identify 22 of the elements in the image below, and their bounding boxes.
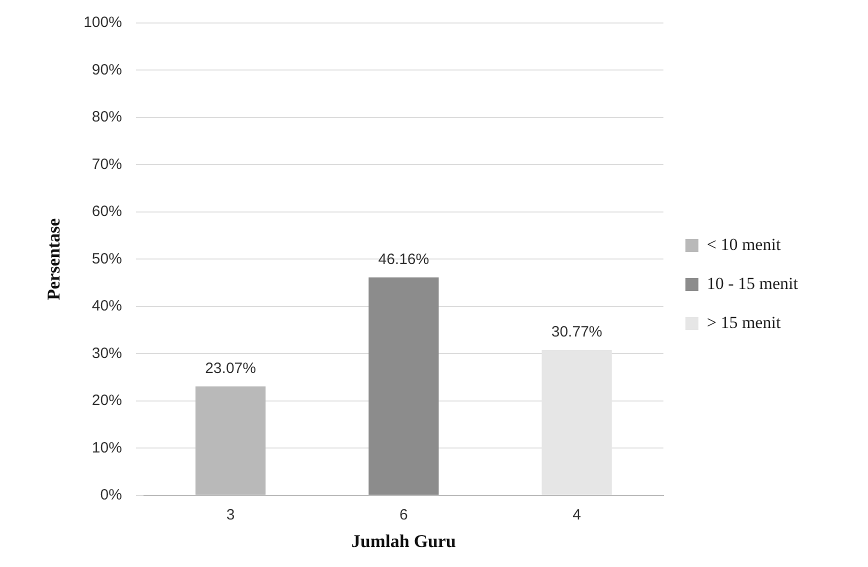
y-tick-label: 70%: [92, 156, 122, 173]
y-tick-label: 40%: [92, 298, 122, 315]
y-tick-label: 10%: [92, 439, 122, 456]
y-tick-label: 80%: [92, 108, 122, 126]
y-axis-title: Persentase: [43, 218, 64, 300]
data-label: 23.07%: [205, 360, 256, 378]
data-label: 30.77%: [551, 324, 602, 341]
data-label: 46.16%: [378, 250, 430, 268]
y-tick-label: 0%: [100, 486, 122, 504]
legend-label: < 10 menit: [706, 234, 781, 254]
legend-label: 10 - 15 menit: [706, 274, 798, 293]
x-tick-label: 6: [399, 506, 408, 524]
y-tick-label: 60%: [92, 203, 122, 220]
y-tick-label: 30%: [92, 344, 122, 362]
x-axis-title: Jumlah Guru: [351, 530, 456, 551]
y-tick-label: 50%: [92, 250, 122, 268]
x-tick-label: 3: [226, 506, 235, 524]
y-tick-label: 100%: [84, 14, 122, 32]
y-tick-label: 20%: [92, 392, 122, 410]
legend-label: > 15 menit: [706, 312, 781, 332]
x-tick-label: 4: [572, 506, 581, 524]
y-tick-label: 90%: [92, 61, 122, 78]
